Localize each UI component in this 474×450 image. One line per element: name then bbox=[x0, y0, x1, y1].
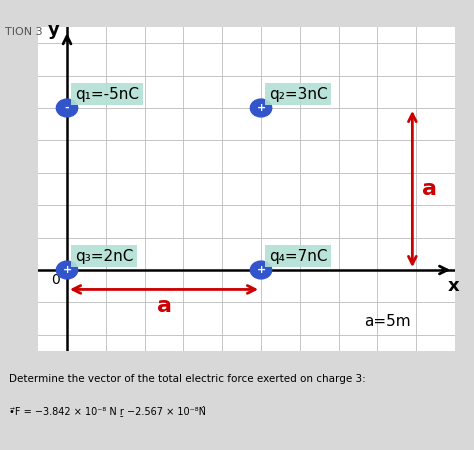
Circle shape bbox=[56, 261, 78, 279]
Text: +: + bbox=[256, 103, 265, 113]
Circle shape bbox=[250, 99, 272, 117]
Circle shape bbox=[250, 261, 272, 279]
Text: q₃=2nC: q₃=2nC bbox=[75, 248, 133, 264]
Circle shape bbox=[56, 99, 78, 117]
Text: q₄=7nC: q₄=7nC bbox=[269, 248, 327, 264]
Text: a: a bbox=[156, 296, 172, 315]
Text: +: + bbox=[63, 265, 72, 275]
Text: a: a bbox=[422, 179, 437, 199]
Text: 0: 0 bbox=[51, 273, 60, 287]
Text: q₂=3nC: q₂=3nC bbox=[269, 86, 328, 102]
Text: •⃗F = −3.842 × 10⁻⁸ N ṟ −2.567 × 10⁻⁸N̂: •⃗F = −3.842 × 10⁻⁸ N ṟ −2.567 × 10⁻⁸N̂ bbox=[9, 405, 207, 416]
Text: x: x bbox=[447, 277, 459, 295]
Text: y: y bbox=[47, 21, 59, 39]
Text: q₁=-5nC: q₁=-5nC bbox=[75, 86, 139, 102]
Text: a=5m: a=5m bbox=[364, 315, 410, 329]
Text: TION 3: TION 3 bbox=[5, 27, 42, 37]
Text: +: + bbox=[256, 265, 265, 275]
Text: Determine the vector of the total electric force exerted on charge 3:: Determine the vector of the total electr… bbox=[9, 374, 366, 383]
Text: -: - bbox=[65, 103, 69, 113]
